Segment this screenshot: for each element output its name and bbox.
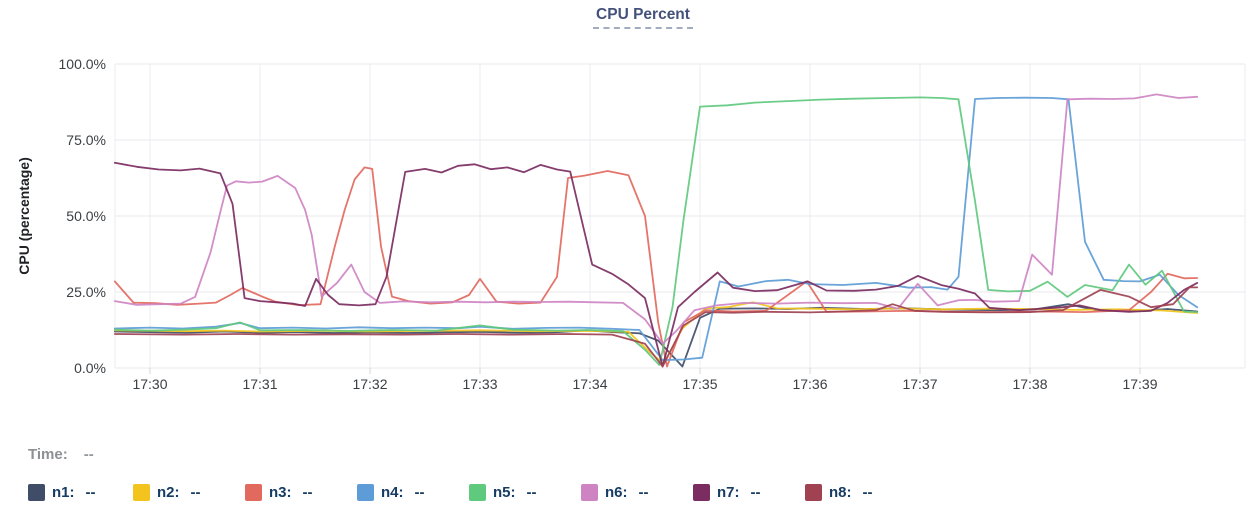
legend-value-n1: --: [85, 484, 96, 501]
legend-value-n8: --: [862, 484, 873, 501]
x-tick-label: 17:30: [132, 376, 167, 392]
x-tick-label: 17:36: [792, 376, 827, 392]
legend-swatch-n3: [245, 484, 262, 501]
legend-item-n7[interactable]: n7: --: [693, 484, 761, 501]
cpu-chart-plot[interactable]: 0.0% 25.0% 50.0% 75.0% 100.0% 17:30 17:31 17:32…: [0, 0, 1254, 420]
x-tick-label: 17:34: [572, 376, 607, 392]
legend-label-n4: n4:: [381, 484, 404, 501]
x-tick-label: 17:35: [682, 376, 717, 392]
legend-value-n3: --: [302, 484, 313, 501]
legend-value-n4: --: [414, 484, 425, 501]
legend-label-n2: n2:: [157, 484, 180, 501]
legend-label-n3: n3:: [269, 484, 292, 501]
legend-label-n1: n1:: [52, 484, 75, 501]
series-line-n8[interactable]: [113, 286, 1199, 368]
legend-item-n2[interactable]: n2: --: [133, 484, 201, 501]
legend-item-n6[interactable]: n6: --: [581, 484, 649, 501]
chart-title[interactable]: CPU Percent: [593, 6, 693, 29]
legend-swatch-n1: [28, 484, 45, 501]
legend-label-n5: n5:: [493, 484, 516, 501]
legend-label-n7: n7:: [717, 484, 740, 501]
legend-swatch-n2: [133, 484, 150, 501]
y-axis-title: CPU (percentage): [16, 157, 32, 275]
legend-item-n3[interactable]: n3: --: [245, 484, 313, 501]
legend-item-n1[interactable]: n1: --: [28, 484, 96, 501]
series-line-n5[interactable]: [113, 96, 1199, 366]
legend-swatch-n6: [581, 484, 598, 501]
x-tick-label: 17:39: [1122, 376, 1157, 392]
legend-swatch-n4: [357, 484, 374, 501]
series-line-n4[interactable]: [113, 96, 1199, 362]
legend-item-n4[interactable]: n4: --: [357, 484, 425, 501]
x-tick-label: 17:38: [1012, 376, 1047, 392]
time-readout-value: --: [83, 446, 94, 463]
legend: n1: -- n2: -- n3: -- n4: -- n5: -- n6: -- n7: -- n8: --: [0, 484, 1254, 506]
legend-value-n2: --: [190, 484, 201, 501]
series-line-n7[interactable]: [113, 161, 1199, 368]
legend-value-n5: --: [526, 484, 537, 501]
series-line-n3[interactable]: [113, 166, 1199, 368]
y-tick-label: 50.0%: [66, 208, 106, 224]
legend-label-n6: n6:: [605, 484, 628, 501]
legend-swatch-n8: [805, 484, 822, 501]
y-tick-label: 25.0%: [66, 284, 106, 300]
legend-value-n7: --: [750, 484, 761, 501]
y-tick-label: 75.0%: [66, 132, 106, 148]
x-tick-label: 17:32: [352, 376, 387, 392]
legend-value-n6: --: [638, 484, 649, 501]
series-line-n6[interactable]: [113, 93, 1199, 345]
time-readout: Time: --: [28, 446, 94, 463]
x-tick-label: 17:37: [902, 376, 937, 392]
legend-swatch-n7: [693, 484, 710, 501]
legend-item-n5[interactable]: n5: --: [469, 484, 537, 501]
legend-item-n8[interactable]: n8: --: [805, 484, 873, 501]
time-readout-label: Time:: [28, 446, 68, 463]
legend-label-n8: n8:: [829, 484, 852, 501]
x-tick-label: 17:33: [462, 376, 497, 392]
chart-header: CPU Percent: [0, 6, 1254, 29]
y-tick-label: 100.0%: [59, 56, 106, 72]
legend-swatch-n5: [469, 484, 486, 501]
y-tick-label: 0.0%: [74, 360, 106, 376]
x-tick-label: 17:31: [242, 376, 277, 392]
